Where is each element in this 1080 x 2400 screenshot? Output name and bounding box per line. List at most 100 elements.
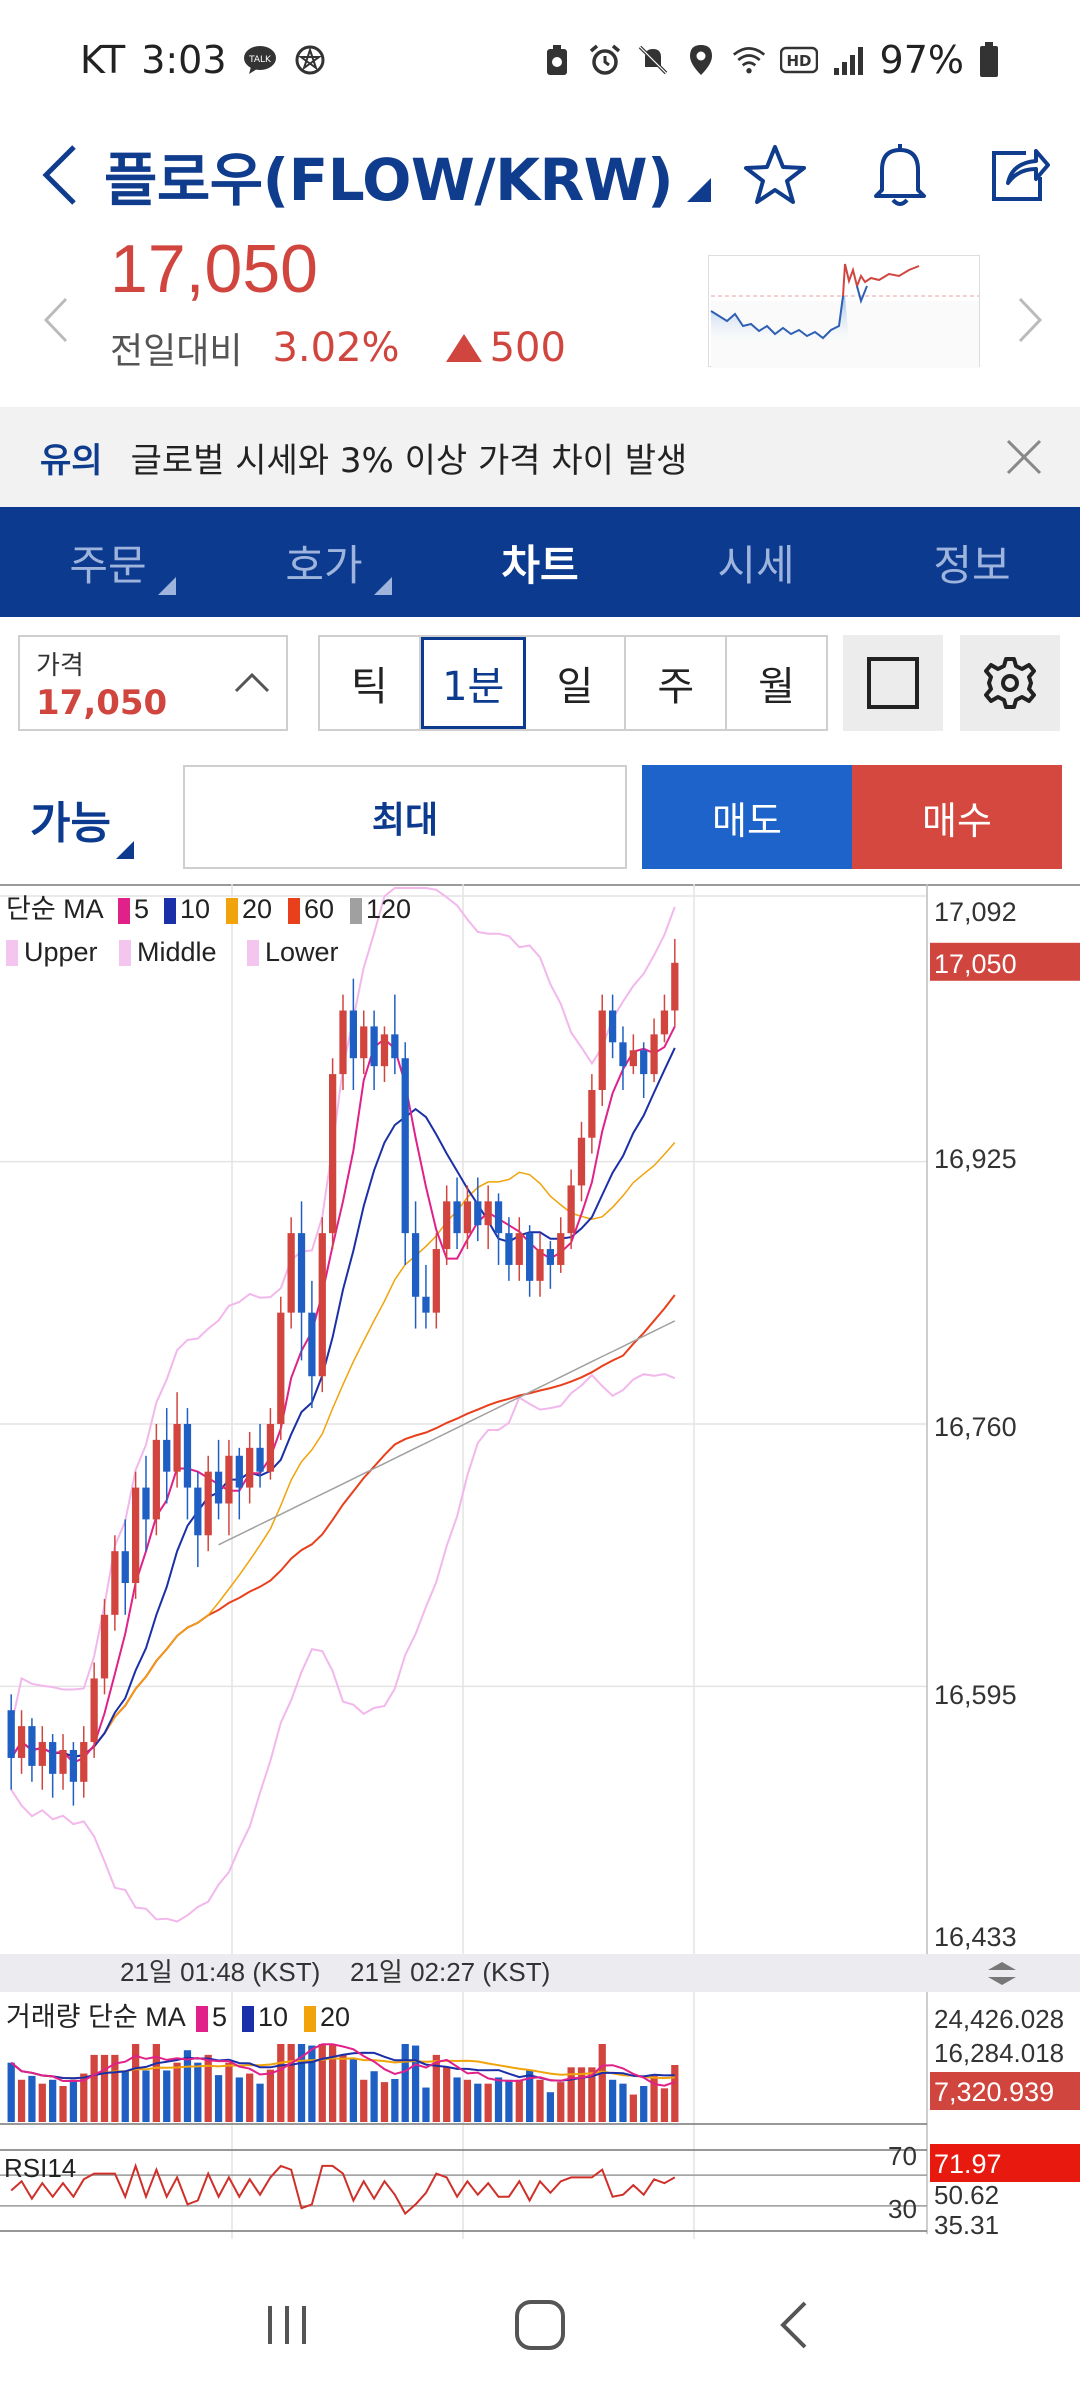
available-selector[interactable]: 가능: [30, 798, 111, 849]
candle: [474, 1201, 482, 1226]
time-scroll-handle[interactable]: [988, 1962, 1016, 1985]
candle: [59, 1749, 67, 1774]
clock: 3:03: [141, 38, 227, 82]
rsi-current-label: 71.97: [934, 2149, 1002, 2179]
ma-legend-label: 60: [304, 894, 334, 924]
prev-coin-button[interactable]: [36, 285, 76, 355]
volume-bar: [515, 2079, 523, 2122]
volume-ma5-line: [10, 2043, 676, 2087]
game-icon: [293, 43, 327, 77]
mute-icon: [636, 43, 670, 77]
volume-bar: [235, 2077, 243, 2122]
period-month[interactable]: 월: [758, 664, 795, 710]
candle: [360, 1026, 368, 1059]
share-icon: [992, 149, 1050, 201]
rsi-tick-label: 35.31: [934, 2210, 999, 2239]
recent-apps-button[interactable]: [237, 2275, 337, 2375]
talk-icon: TALK: [243, 43, 277, 77]
candle: [422, 1296, 430, 1313]
candle: [349, 1010, 357, 1059]
sell-button[interactable]: 매도: [642, 765, 852, 869]
tab-quotes[interactable]: 시세: [648, 507, 864, 617]
tab-orderbook[interactable]: 호가: [216, 507, 432, 617]
volume-bar: [173, 2062, 181, 2122]
caret-down-icon: [988, 1977, 1016, 1985]
period-selector: 틱 1분 일 주 월: [318, 635, 828, 731]
ma-legend-swatch: [350, 898, 362, 924]
time-label-start: 21일 01:48 (KST): [120, 1957, 320, 1987]
volume-bar: [100, 2054, 109, 2122]
mini-price-chart[interactable]: [708, 255, 980, 368]
share-button[interactable]: [980, 135, 1060, 215]
home-button[interactable]: [490, 2275, 590, 2375]
candle: [49, 1742, 57, 1774]
candle: [246, 1447, 254, 1488]
tab-chart[interactable]: 차트: [432, 507, 648, 617]
candle: [536, 1249, 544, 1281]
candle: [339, 1010, 347, 1075]
candle: [453, 1201, 461, 1234]
volume-bar: [463, 2079, 472, 2122]
volume-bar: [80, 2073, 88, 2122]
volume-bar: [494, 2077, 503, 2122]
volume-bar: [598, 2044, 606, 2122]
alarm-icon: [588, 43, 622, 77]
candle: [204, 1471, 212, 1536]
candle: [567, 1185, 575, 1234]
favorite-button[interactable]: [735, 135, 815, 215]
volume-bar: [246, 2073, 254, 2122]
rsi-level-30: 30: [888, 2194, 917, 2224]
bb-legend-label: Middle: [137, 937, 217, 967]
bb-legend-label: Lower: [265, 937, 339, 967]
fullscreen-button[interactable]: [843, 635, 943, 731]
volume-bar: [640, 2086, 648, 2122]
volume-legend-title: 거래량 단순 MA: [6, 2002, 186, 2032]
close-notice-button[interactable]: [1004, 437, 1044, 477]
candle: [318, 1233, 326, 1377]
volume-bar: [194, 2062, 202, 2122]
notice-tag: 유의: [40, 440, 103, 481]
period-day[interactable]: 일: [526, 637, 627, 729]
tab-info[interactable]: 정보: [864, 507, 1080, 617]
candle: [380, 1034, 389, 1067]
candle: [308, 1312, 316, 1377]
tab-order[interactable]: 주문: [0, 507, 216, 617]
battery-saver-icon: [540, 43, 574, 77]
candle: [588, 1090, 596, 1138]
volume-legend-swatch: [304, 2006, 316, 2032]
chevron-up-icon: [234, 672, 270, 693]
volume-bar: [474, 2083, 482, 2122]
hd-icon: HD: [779, 43, 818, 77]
ma120-line: [218, 1320, 676, 1546]
period-week[interactable]: 주: [626, 637, 728, 729]
period-tick[interactable]: 틱: [320, 637, 421, 729]
ma-legend-label: 120: [366, 894, 411, 924]
tab-label: 정보: [933, 540, 1011, 590]
volume-bar: [432, 2054, 440, 2122]
alert-button[interactable]: [860, 135, 940, 215]
price-tick-label: 16,595: [934, 1680, 1017, 1710]
buy-button[interactable]: 매수: [852, 765, 1062, 869]
next-coin-button[interactable]: [1010, 285, 1050, 355]
max-button[interactable]: 최대: [183, 765, 627, 869]
candle: [266, 1423, 275, 1472]
price-selector[interactable]: 가격 17,050: [18, 635, 288, 731]
candle: [90, 1678, 98, 1743]
back-button[interactable]: [30, 130, 90, 220]
ma-legend-swatch: [288, 898, 300, 924]
volume-bar: [183, 2050, 192, 2122]
candle: [152, 1439, 160, 1520]
candle: [494, 1201, 503, 1234]
tab-label: 주문: [69, 540, 147, 590]
chart-settings-button[interactable]: [960, 635, 1060, 731]
system-back-button[interactable]: [743, 2275, 843, 2375]
tab-label: 차트: [501, 540, 579, 590]
recent-apps-icon: [267, 2306, 306, 2344]
volume-bar: [90, 2054, 98, 2122]
candle: [256, 1447, 264, 1472]
price-chart[interactable]: 21일 01:48 (KST) 21일 02:27 (KST) 단순 MA 5 10…: [0, 884, 1080, 2240]
period-1min[interactable]: 1분: [420, 637, 526, 729]
current-price-marker: [930, 942, 1080, 981]
volume-bar: [349, 2058, 357, 2122]
coin-selector[interactable]: 플로우(FLOW/KRW): [104, 120, 712, 230]
